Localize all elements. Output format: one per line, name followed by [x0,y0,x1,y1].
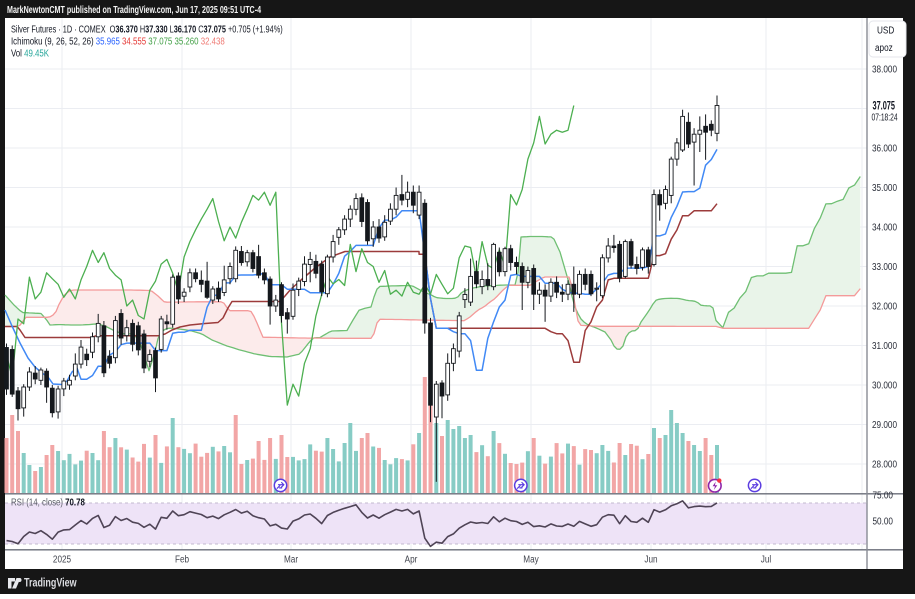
svg-text:RSI (14, close) 70.78: RSI (14, close) 70.78 [11,496,85,507]
svg-text:34.000: 34.000 [872,220,897,232]
svg-text:apoz: apoz [875,41,893,53]
svg-text:50.00: 50.00 [873,514,893,526]
svg-text:Apr: Apr [405,552,418,564]
svg-text:29.000: 29.000 [872,418,897,430]
svg-text:38.000: 38.000 [872,62,897,74]
svg-text:30.000: 30.000 [872,378,897,390]
svg-text:Vol 49.45K: Vol 49.45K [11,47,50,58]
svg-text:36.000: 36.000 [872,141,897,153]
svg-text:28.000: 28.000 [872,457,897,469]
svg-text:Jun: Jun [644,552,657,564]
svg-text:May: May [523,552,539,564]
svg-text:MarkNewtonCMT published on Tra: MarkNewtonCMT published on TradingView.c… [7,4,261,16]
svg-text:2025: 2025 [53,552,71,564]
svg-text:TradingView: TradingView [24,578,77,590]
svg-text:Feb: Feb [175,552,189,564]
svg-text:31.000: 31.000 [872,339,897,351]
svg-text:USD: USD [877,23,894,35]
svg-text:Ichimoku (9, 26, 52, 26) 35.96: Ichimoku (9, 26, 52, 26) 35.965 34.555 3… [11,35,225,46]
svg-text:37.075: 37.075 [873,100,896,113]
svg-text:Mar: Mar [284,552,298,564]
svg-text:Silver Futures · 1D · COMEX O: Silver Futures · 1D · COMEX O36.370 H37.… [11,23,283,35]
svg-text:33.000: 33.000 [872,260,897,272]
svg-text:35.000: 35.000 [872,181,897,193]
svg-text:75.00: 75.00 [873,488,893,500]
svg-text:32.000: 32.000 [872,299,897,311]
svg-text:07:18:24: 07:18:24 [872,111,898,123]
svg-text:Jul: Jul [761,552,771,564]
